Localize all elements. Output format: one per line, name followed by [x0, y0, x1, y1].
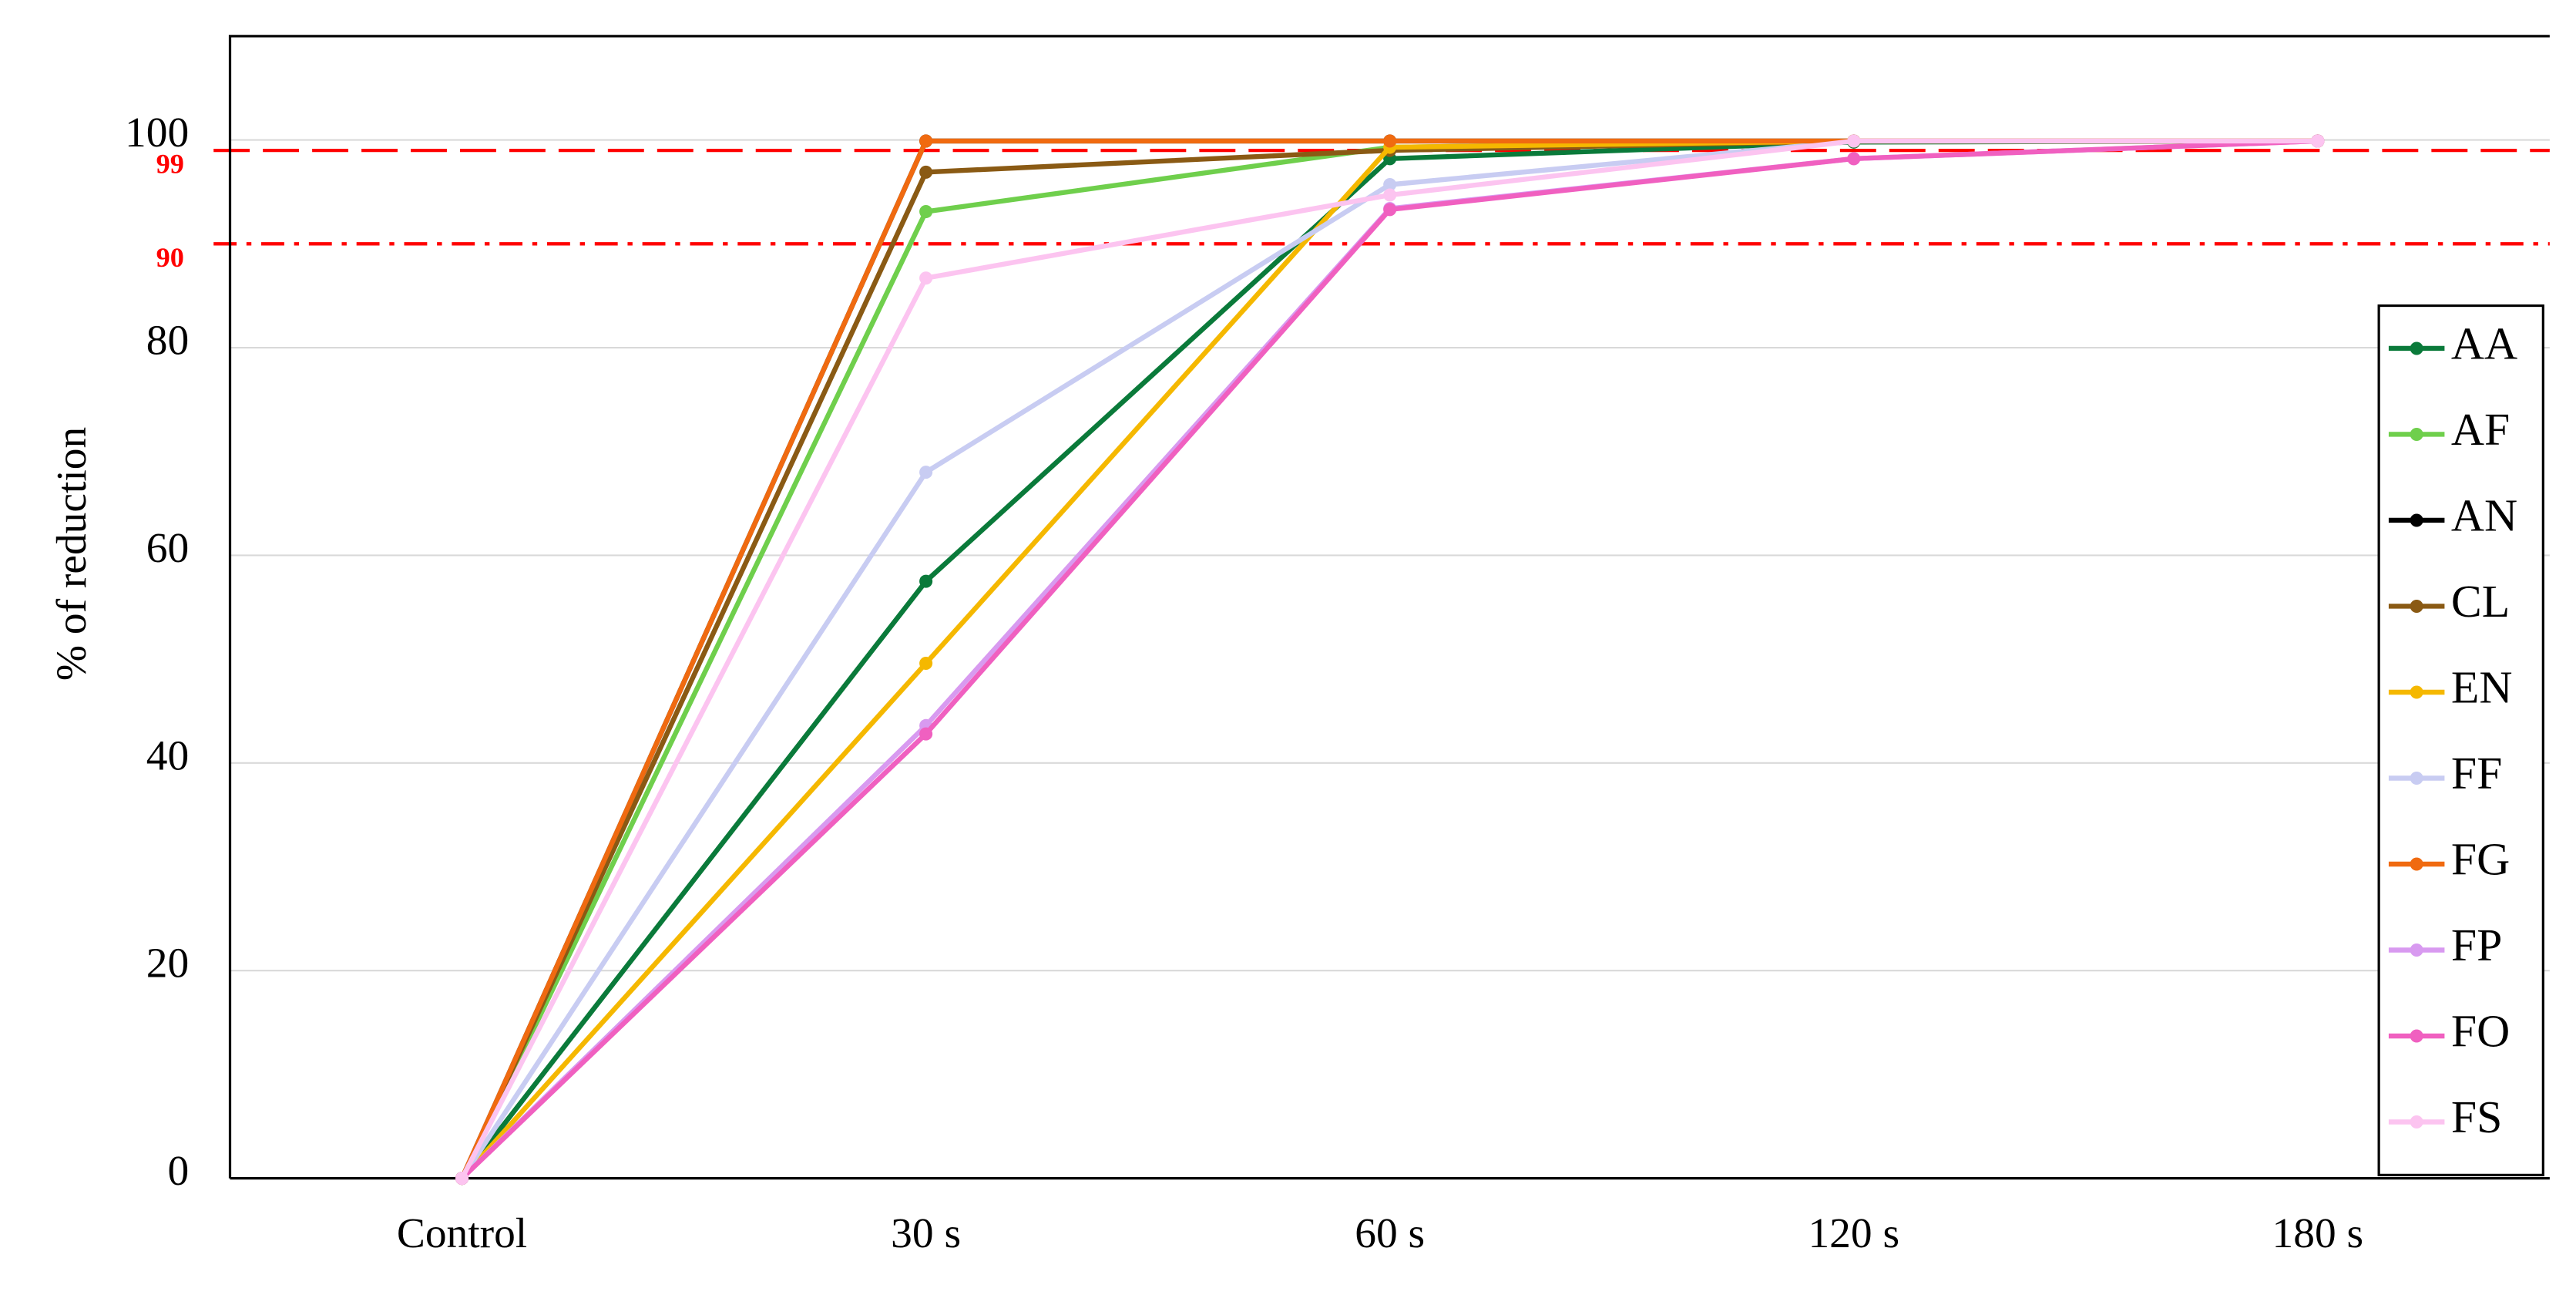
legend-marker [2410, 685, 2423, 699]
data-point [2311, 134, 2325, 148]
data-point [1847, 152, 1861, 166]
y-tick-label: 20 [146, 940, 189, 987]
series-line [459, 138, 2318, 1179]
legend-label: EN [2451, 662, 2513, 713]
data-point [919, 727, 933, 741]
y-tick-label: 40 [146, 732, 189, 779]
data-point [455, 1172, 469, 1186]
series-line [460, 138, 2318, 1180]
data-point [919, 656, 933, 671]
legend-box [2377, 304, 2544, 1176]
legend-label: AN [2451, 490, 2517, 541]
legend-marker [2410, 513, 2423, 527]
legend-label: AF [2451, 404, 2510, 455]
y-tick-label: 0 [167, 1147, 189, 1194]
x-tick-label: 120 s [1808, 1209, 1899, 1256]
legend-label: CL [2451, 576, 2510, 627]
y-tick-label: 80 [146, 316, 189, 363]
data-point [919, 134, 933, 148]
series-line [460, 138, 2318, 1180]
series-line [459, 138, 2318, 1180]
legend-marker [2410, 1115, 2423, 1129]
data-point [919, 205, 933, 219]
reference-label: 99 [156, 149, 184, 180]
x-tick-label: 60 s [1355, 1209, 1425, 1256]
legend-marker [2410, 943, 2423, 957]
legend-label: FS [2451, 1092, 2502, 1142]
legend-marker [2410, 857, 2423, 871]
x-tick-label: Control [397, 1209, 527, 1256]
legend-label: AA [2451, 318, 2517, 369]
data-point [919, 271, 933, 285]
series-line [459, 138, 2318, 1179]
data-point [919, 165, 933, 179]
y-tick-label: 60 [146, 524, 189, 571]
series-line [459, 138, 2318, 1180]
plot-frame [228, 35, 2550, 1180]
data-point [1383, 134, 1397, 148]
data-point [919, 574, 933, 588]
legend-marker [2410, 771, 2423, 785]
legend-marker [2410, 599, 2423, 614]
y-axis-label: % of reduction [48, 427, 95, 681]
x-tick-label: 30 s [891, 1209, 961, 1256]
legend-label: FG [2451, 834, 2510, 885]
data-point [1383, 188, 1397, 202]
legend-label: FP [2451, 920, 2502, 970]
data-point [1383, 203, 1397, 217]
data-point [1383, 178, 1397, 192]
legend-marker [2410, 427, 2423, 442]
x-tick-label: 180 s [2272, 1209, 2364, 1256]
legend-label: FF [2451, 748, 2502, 799]
reference-label: 90 [156, 242, 184, 273]
series-line [459, 138, 2318, 1179]
legend-label: FO [2451, 1006, 2510, 1057]
legend: AA AF AN CL EN FF FG FP FO FS [2377, 304, 2544, 1176]
series-line [460, 138, 2318, 1180]
legend-marker [2410, 341, 2423, 355]
series-line [460, 138, 2318, 1180]
data-point [1847, 134, 1861, 148]
data-point [919, 466, 933, 479]
y-tick-label: 100 [125, 109, 189, 156]
series-line [459, 138, 2318, 1180]
legend-marker [2410, 1029, 2423, 1043]
